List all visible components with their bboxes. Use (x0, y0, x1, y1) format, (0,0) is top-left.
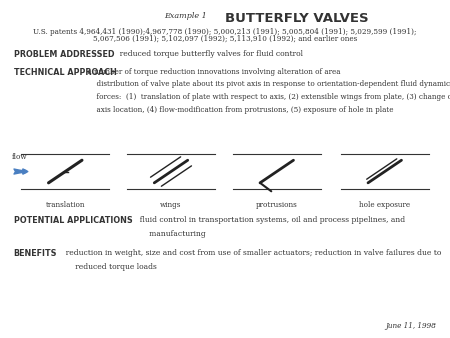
Text: POTENTIAL APPLICATIONS: POTENTIAL APPLICATIONS (14, 216, 132, 225)
Text: protrusions: protrusions (256, 201, 297, 209)
Text: BENEFITS: BENEFITS (14, 249, 57, 259)
Text: 5,067,506 (1991); 5,102,097 (1992); 5,113,910 (1992); and earlier ones: 5,067,506 (1991); 5,102,097 (1992); 5,11… (93, 35, 357, 43)
Text: translation: translation (45, 201, 85, 209)
Text: Example 1: Example 1 (164, 12, 207, 20)
Text: U.S. patents 4,964,431 (1990);4,967,778 (1990); 5,000,213 (1991); 5,005,804 (199: U.S. patents 4,964,431 (1990);4,967,778 … (33, 28, 417, 37)
Text: PROBLEM ADDRESSED: PROBLEM ADDRESSED (14, 50, 114, 59)
Text: manufacturing: manufacturing (135, 230, 206, 238)
Text: reduction in weight, size and cost from use of smaller actuators; reduction in v: reduction in weight, size and cost from … (61, 249, 441, 258)
Text: hole exposure: hole exposure (359, 201, 410, 209)
Text: forces:  (1)  translation of plate with respect to axis, (2) extensible wings fr: forces: (1) translation of plate with re… (83, 93, 450, 101)
Text: axis location, (4) flow-modification from protrusions, (5) exposure of hole in p: axis location, (4) flow-modification fro… (83, 106, 394, 114)
Text: distribution of valve plate about its pivot axis in response to orientation-depe: distribution of valve plate about its pi… (83, 80, 450, 89)
Text: BUTTERFLY VALVES: BUTTERFLY VALVES (225, 12, 369, 25)
Text: reduced torque butterfly valves for fluid control: reduced torque butterfly valves for flui… (115, 50, 303, 58)
Text: reduced torque loads: reduced torque loads (61, 263, 157, 271)
Text: flow: flow (11, 153, 27, 161)
Text: June 11, 1998: June 11, 1998 (386, 321, 436, 330)
Text: a number of torque reduction innovations involving alteration of area: a number of torque reduction innovations… (83, 68, 341, 76)
Text: TECHNICAL APPROACH: TECHNICAL APPROACH (14, 68, 117, 77)
Text: fluid control in transportation systems, oil and process pipelines, and: fluid control in transportation systems,… (135, 216, 405, 224)
Text: wings: wings (160, 201, 182, 209)
